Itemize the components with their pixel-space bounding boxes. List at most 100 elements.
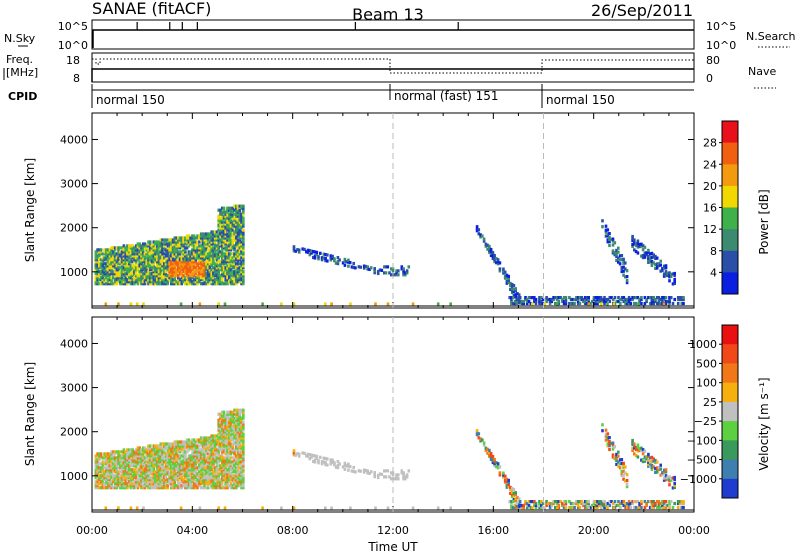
backscatter-cell bbox=[231, 234, 235, 238]
backscatter-cell bbox=[552, 296, 555, 300]
backscatter-cell bbox=[185, 446, 189, 450]
backscatter-cell bbox=[668, 503, 671, 508]
backscatter-cell bbox=[148, 278, 152, 282]
backscatter-cell bbox=[599, 500, 603, 504]
backscatter-cell bbox=[189, 262, 192, 266]
backscatter-cell bbox=[582, 299, 585, 304]
backscatter-cell bbox=[236, 434, 240, 438]
backscatter-cell bbox=[575, 296, 578, 300]
backscatter-cell bbox=[98, 264, 101, 268]
backscatter-cell bbox=[178, 456, 182, 460]
backscatter-cell bbox=[682, 501, 685, 506]
backscatter-cell bbox=[101, 462, 105, 466]
backscatter-cell bbox=[217, 236, 220, 240]
backscatter-cell bbox=[157, 462, 161, 466]
backscatter-cell bbox=[640, 242, 643, 246]
backscatter-cell bbox=[105, 248, 108, 252]
backscatter-cell bbox=[157, 458, 161, 462]
backscatter-cell bbox=[115, 480, 119, 484]
backscatter-cell bbox=[154, 472, 157, 476]
backscatter-cell bbox=[206, 270, 210, 274]
backscatter-cell bbox=[224, 460, 227, 464]
backscatter-cell bbox=[296, 248, 299, 252]
backscatter-cell bbox=[210, 480, 213, 484]
backscatter-cell bbox=[596, 505, 599, 510]
backscatter-cell bbox=[562, 296, 566, 300]
backscatter-cell bbox=[240, 472, 243, 476]
backscatter-cell bbox=[124, 256, 127, 260]
backscatter-cell bbox=[611, 239, 615, 243]
backscatter-cell bbox=[631, 501, 634, 506]
backscatter-cell bbox=[650, 459, 654, 463]
backscatter-cell bbox=[145, 472, 148, 476]
backscatter-cell bbox=[587, 503, 590, 508]
backscatter-cell bbox=[235, 466, 238, 470]
backscatter-cell bbox=[182, 276, 185, 280]
backscatter-cell bbox=[164, 260, 168, 264]
backscatter-cell bbox=[242, 280, 245, 284]
backscatter-cell bbox=[680, 296, 684, 300]
backscatter-cell bbox=[583, 296, 587, 300]
backscatter-cell bbox=[170, 262, 173, 266]
backscatter-cell bbox=[103, 474, 106, 478]
backscatter-cell bbox=[191, 462, 194, 466]
backscatter-cell bbox=[224, 224, 227, 228]
backscatter-cell bbox=[119, 480, 122, 484]
backscatter-cell bbox=[161, 464, 164, 468]
backscatter-cell bbox=[491, 252, 495, 257]
backscatter-cell bbox=[236, 262, 240, 266]
backscatter-cell bbox=[228, 236, 231, 240]
backscatter-cell bbox=[141, 280, 145, 284]
backscatter-cell bbox=[103, 252, 106, 256]
backscatter-cell bbox=[178, 278, 182, 282]
backscatter-cell bbox=[105, 470, 108, 474]
backscatter-cell bbox=[201, 442, 205, 446]
backscatter-cell bbox=[113, 246, 117, 250]
backscatter-cell bbox=[213, 232, 217, 236]
backscatter-cell bbox=[402, 271, 405, 275]
backscatter-cell bbox=[652, 301, 655, 306]
backscatter-cell bbox=[157, 446, 161, 450]
backscatter-cell bbox=[161, 472, 164, 476]
backscatter-cell bbox=[108, 280, 112, 284]
backscatter-cell bbox=[215, 464, 219, 468]
backscatter-cell bbox=[143, 458, 147, 462]
backscatter-cell bbox=[222, 414, 226, 418]
backscatter-cell bbox=[133, 272, 136, 276]
backscatter-cell bbox=[633, 444, 636, 448]
backscatter-cell bbox=[206, 486, 210, 490]
backscatter-cell bbox=[163, 482, 166, 486]
backscatter-cell bbox=[641, 256, 645, 260]
backscatter-cell bbox=[587, 299, 590, 304]
backscatter-cell bbox=[163, 446, 166, 450]
backscatter-cell bbox=[166, 266, 170, 270]
backscatter-cell bbox=[240, 260, 243, 264]
backscatter-cell bbox=[512, 488, 516, 492]
backscatter-cell bbox=[587, 501, 590, 506]
backscatter-cell bbox=[150, 260, 154, 264]
backscatter-cell bbox=[199, 460, 203, 464]
backscatter-cell bbox=[373, 473, 376, 477]
backscatter-cell bbox=[235, 428, 238, 432]
backscatter-cell bbox=[661, 269, 664, 273]
backscatter-cell bbox=[217, 268, 220, 272]
backscatter-cell bbox=[148, 250, 152, 254]
backscatter-cell bbox=[668, 501, 671, 506]
backscatter-cell bbox=[582, 297, 585, 302]
backscatter-cell bbox=[122, 486, 126, 490]
backscatter-cell bbox=[229, 452, 233, 456]
backscatter-cell bbox=[105, 250, 108, 254]
backscatter-cell bbox=[184, 236, 187, 240]
backscatter-cell bbox=[175, 478, 178, 482]
backscatter-cell bbox=[168, 242, 171, 246]
backscatter-cell bbox=[134, 262, 138, 266]
backscatter-cell bbox=[235, 418, 238, 422]
backscatter-cell bbox=[122, 244, 126, 248]
backscatter-cell bbox=[127, 264, 131, 268]
backscatter-cell bbox=[599, 302, 603, 306]
backscatter-cell bbox=[173, 274, 177, 278]
backscatter-cell bbox=[222, 272, 226, 276]
backscatter-cell bbox=[629, 297, 633, 302]
backscatter-cell bbox=[507, 480, 510, 484]
backscatter-cell bbox=[231, 210, 235, 214]
